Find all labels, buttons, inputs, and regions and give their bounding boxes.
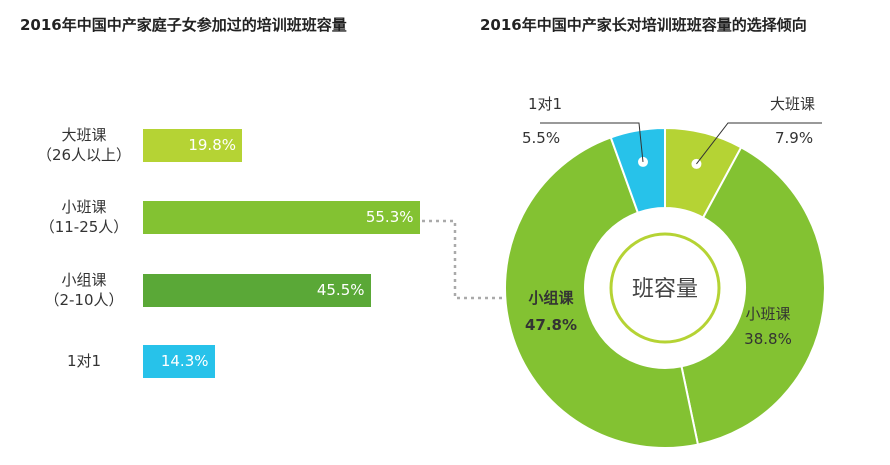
slice-label-large-class: 大班课 <box>770 95 815 113</box>
leader-line <box>540 122 644 162</box>
bar-value-label: 14.3% <box>160 352 209 370</box>
donut-chart-title: 2016年中国中产家长对培训班班容量的选择倾向 <box>480 16 807 34</box>
category-label-line1: 大班课 <box>61 126 107 144</box>
center-ring <box>609 232 721 344</box>
donut-labels: 1对1 5.5% 大班课 7.9% 小班课 38.8% 小组课 47.8% <box>522 95 822 348</box>
category-label-line2: （2-10人） <box>44 291 124 309</box>
category-label: 大班课 （26人以上） <box>30 125 138 165</box>
leader-line <box>696 122 822 165</box>
slice-value-group-class: 47.8% <box>525 316 577 334</box>
bar-4 <box>143 345 215 378</box>
slice-value-large-class: 7.9% <box>775 129 813 147</box>
slice-label-small-class: 小班课 <box>745 305 790 323</box>
bar-2 <box>143 201 420 234</box>
donut-slice-1 <box>609 126 666 215</box>
dotted-connector <box>422 219 518 300</box>
bar-1 <box>143 129 242 162</box>
donut-slices <box>504 126 826 449</box>
center-label: 班容量 <box>632 277 698 302</box>
category-label: 小班课 （11-25人） <box>30 197 138 237</box>
category-label: 小组课 （2-10人） <box>30 270 138 310</box>
category-label-line1: 小组课 <box>61 271 107 289</box>
category-label-line2: （11-25人） <box>39 218 129 236</box>
donut-slice-4 <box>504 136 700 449</box>
slice-value-1to1: 5.5% <box>522 129 560 147</box>
slice-label-group-class: 小组课 <box>528 289 574 307</box>
bar-chart-title: 2016年中国中产家庭子女参加过的培训班班容量 <box>20 16 347 34</box>
slice-value-small-class: 38.8% <box>744 330 792 348</box>
bar-3 <box>143 274 371 307</box>
category-label-line2: （26人以上） <box>36 146 132 164</box>
donut-center: 班容量 <box>586 209 744 367</box>
bar-value-label: 19.8% <box>188 136 236 154</box>
category-label: 1对1 <box>30 351 138 371</box>
bar-value-label: 55.3% <box>365 208 414 226</box>
category-label-line1: 小班课 <box>61 198 107 216</box>
donut-hole <box>586 209 744 367</box>
slice-label-1to1: 1对1 <box>528 95 562 113</box>
category-label-line1: 1对1 <box>66 352 102 370</box>
donut-slice-3 <box>680 145 826 446</box>
bar-value-label: 45.5% <box>316 281 365 299</box>
